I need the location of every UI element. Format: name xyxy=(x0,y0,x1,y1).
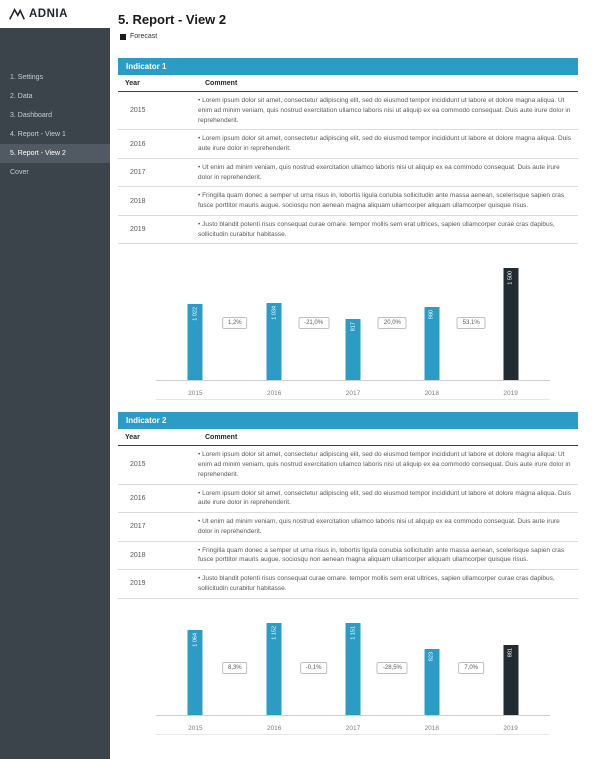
delta-callout: 8,3% xyxy=(221,661,248,674)
bar-value-label: 817 xyxy=(350,322,356,332)
adnia-logo-icon xyxy=(9,7,25,20)
row-year: 2015 xyxy=(130,461,146,469)
section-1-title: Indicator 1 xyxy=(118,58,578,75)
sidebar-item-report-view-1[interactable]: 4. Report - View 1 xyxy=(10,131,66,138)
table-row: 2019 • Justo blandit potenti risus conse… xyxy=(118,570,578,599)
row-comment: • Lorem ipsum dolor sit amet, consectetu… xyxy=(198,97,571,124)
row-year: 2016 xyxy=(130,494,146,502)
chart-bar: 1 022 xyxy=(187,304,203,381)
bar-chart-indicator-2: 1 064 1 152 1 151 823 881 8,3% -0,1% -28… xyxy=(156,609,550,735)
row-comment: • Fringilla quam donec a semper ut urna … xyxy=(198,546,565,564)
bar-chart-indicator-1: 1 022 1 034 817 980 1 500 1,2% -21,0% 20… xyxy=(156,254,550,401)
row-year: 2015 xyxy=(130,107,146,115)
chart-plot: 1 064 1 152 1 151 823 881 8,3% -0,1% -28… xyxy=(156,609,550,716)
table-row: 2016 • Lorem ipsum dolor sit amet, conse… xyxy=(118,130,578,159)
row-comment: • Ut enim ad minim veniam, quis nostrud … xyxy=(198,518,560,535)
table-row: 2016 • Lorem ipsum dolor sit amet, conse… xyxy=(118,485,578,513)
bar-value-label: 1 151 xyxy=(350,625,356,640)
table-row: 2019 • Justo blandit potenti risus conse… xyxy=(118,216,578,245)
bar-value-label: 1 152 xyxy=(271,625,278,640)
section-indicator-1: Indicator 1 Year Comment 2015 • Lorem ip… xyxy=(118,58,578,401)
table-row: 2017 • Ut enim ad minim veniam, quis nos… xyxy=(118,513,578,542)
sidebar-nav: 1. Settings 2. Data 3. Dashboard 4. Repo… xyxy=(0,68,110,182)
bar-value-label: 980 xyxy=(428,310,435,320)
chart-plot: 1 022 1 034 817 980 1 500 1,2% -21,0% 20… xyxy=(156,254,550,382)
sidebar-item-data[interactable]: 2. Data xyxy=(10,93,33,100)
bar-value-label: 881 xyxy=(507,647,514,657)
x-axis-label: 2018 xyxy=(424,724,440,732)
table-header: Year Comment xyxy=(118,75,578,92)
chart-bar: 823 xyxy=(424,648,440,715)
table-row: 2015 • Lorem ipsum dolor sit amet, conse… xyxy=(118,446,578,485)
bar-value-label: 823 xyxy=(428,651,435,661)
sidebar-item-dashboard[interactable]: 3. Dashboard xyxy=(10,112,53,119)
main-content: 5. Report - View 2 Forecast Indicator 1 … xyxy=(110,0,600,759)
adnia-logo: ADNIA xyxy=(0,0,110,28)
chart-bar: 980 xyxy=(424,307,440,381)
x-axis-label: 2015 xyxy=(188,390,203,398)
col-comment: Comment xyxy=(205,80,238,87)
bar-value-label: 1 064 xyxy=(192,632,199,647)
delta-callout: 1,2% xyxy=(221,317,248,330)
chart-bar-forecast: 881 xyxy=(503,644,519,715)
x-axis-label: 2017 xyxy=(345,390,361,398)
forecast-swatch-icon xyxy=(120,33,126,40)
forecast-legend: Forecast xyxy=(120,33,578,40)
row-year: 2019 xyxy=(130,580,146,588)
chart-bar: 1 064 xyxy=(187,629,203,715)
delta-callout: -0,1% xyxy=(299,661,328,674)
col-year: Year xyxy=(125,80,140,87)
table-row: 2018 • Fringilla quam donec a semper ut … xyxy=(118,187,578,216)
section-indicator-2: Indicator 2 Year Comment 2015 • Lorem ip… xyxy=(118,412,578,735)
sidebar-item-cover[interactable]: Cover xyxy=(10,169,29,176)
chart-bar: 1 034 xyxy=(266,303,282,381)
chart-bar: 817 xyxy=(345,319,361,381)
chart-bar-forecast: 1 500 xyxy=(503,268,519,381)
delta-callout: -21,0% xyxy=(298,317,330,330)
x-axis-label: 2019 xyxy=(503,724,518,732)
bar-value-label: 1 034 xyxy=(271,306,278,321)
delta-callout: 20,0% xyxy=(377,317,407,330)
page-title: 5. Report - View 2 xyxy=(118,12,227,27)
x-axis-label: 2018 xyxy=(424,390,440,398)
sidebar-item-report-view-2[interactable]: 5. Report - View 2 xyxy=(0,144,110,163)
x-axis-label: 2015 xyxy=(188,724,203,732)
table-row: 2015 • Lorem ipsum dolor sit amet, conse… xyxy=(118,92,578,131)
delta-callout: -28,5% xyxy=(376,661,408,674)
row-year: 2017 xyxy=(130,169,146,176)
row-comment: • Fringilla quam donec a semper ut urna … xyxy=(198,192,565,209)
row-year: 2016 xyxy=(130,140,146,148)
row-comment: • Ut enim ad minim veniam, quis nostrud … xyxy=(198,163,560,181)
col-comment: Comment xyxy=(205,434,238,442)
row-comment: • Justo blandit potenti risus consequat … xyxy=(198,575,555,592)
delta-callout: 53,1% xyxy=(456,317,486,330)
row-comment: • Lorem ipsum dolor sit amet, consectetu… xyxy=(198,489,571,507)
row-year: 2019 xyxy=(130,226,146,233)
bar-value-label: 1 500 xyxy=(507,271,514,286)
col-year: Year xyxy=(125,434,140,442)
delta-callout: 7,0% xyxy=(458,661,485,674)
row-comment: • Lorem ipsum dolor sit amet, consectetu… xyxy=(198,135,571,152)
x-axis-label: 2017 xyxy=(345,724,361,732)
chart-bar: 1 152 xyxy=(266,622,282,715)
table-row: 2017 • Ut enim ad minim veniam, quis nos… xyxy=(118,159,578,188)
table-header: Year Comment xyxy=(118,429,578,447)
x-axis-label: 2016 xyxy=(266,390,282,398)
row-year: 2017 xyxy=(130,523,146,531)
bar-value-label: 1 022 xyxy=(192,307,199,322)
chart-bar: 1 151 xyxy=(345,622,361,715)
x-axis-label: 2019 xyxy=(503,390,518,398)
x-axis-label: 2016 xyxy=(266,724,282,732)
sidebar: ADNIA 1. Settings 2. Data 3. Dashboard 4… xyxy=(0,0,110,759)
section-2-title: Indicator 2 xyxy=(118,412,578,430)
table-row: 2018 • Fringilla quam donec a semper ut … xyxy=(118,542,578,570)
row-year: 2018 xyxy=(130,197,146,205)
row-comment: • Justo blandit potenti risus consequat … xyxy=(198,220,555,238)
sidebar-item-settings[interactable]: 1. Settings xyxy=(10,74,44,81)
adnia-logo-text: ADNIA xyxy=(29,8,68,20)
row-year: 2018 xyxy=(130,551,146,559)
row-comment: • Lorem ipsum dolor sit amet, consectetu… xyxy=(198,451,571,478)
forecast-legend-label: Forecast xyxy=(130,33,158,40)
